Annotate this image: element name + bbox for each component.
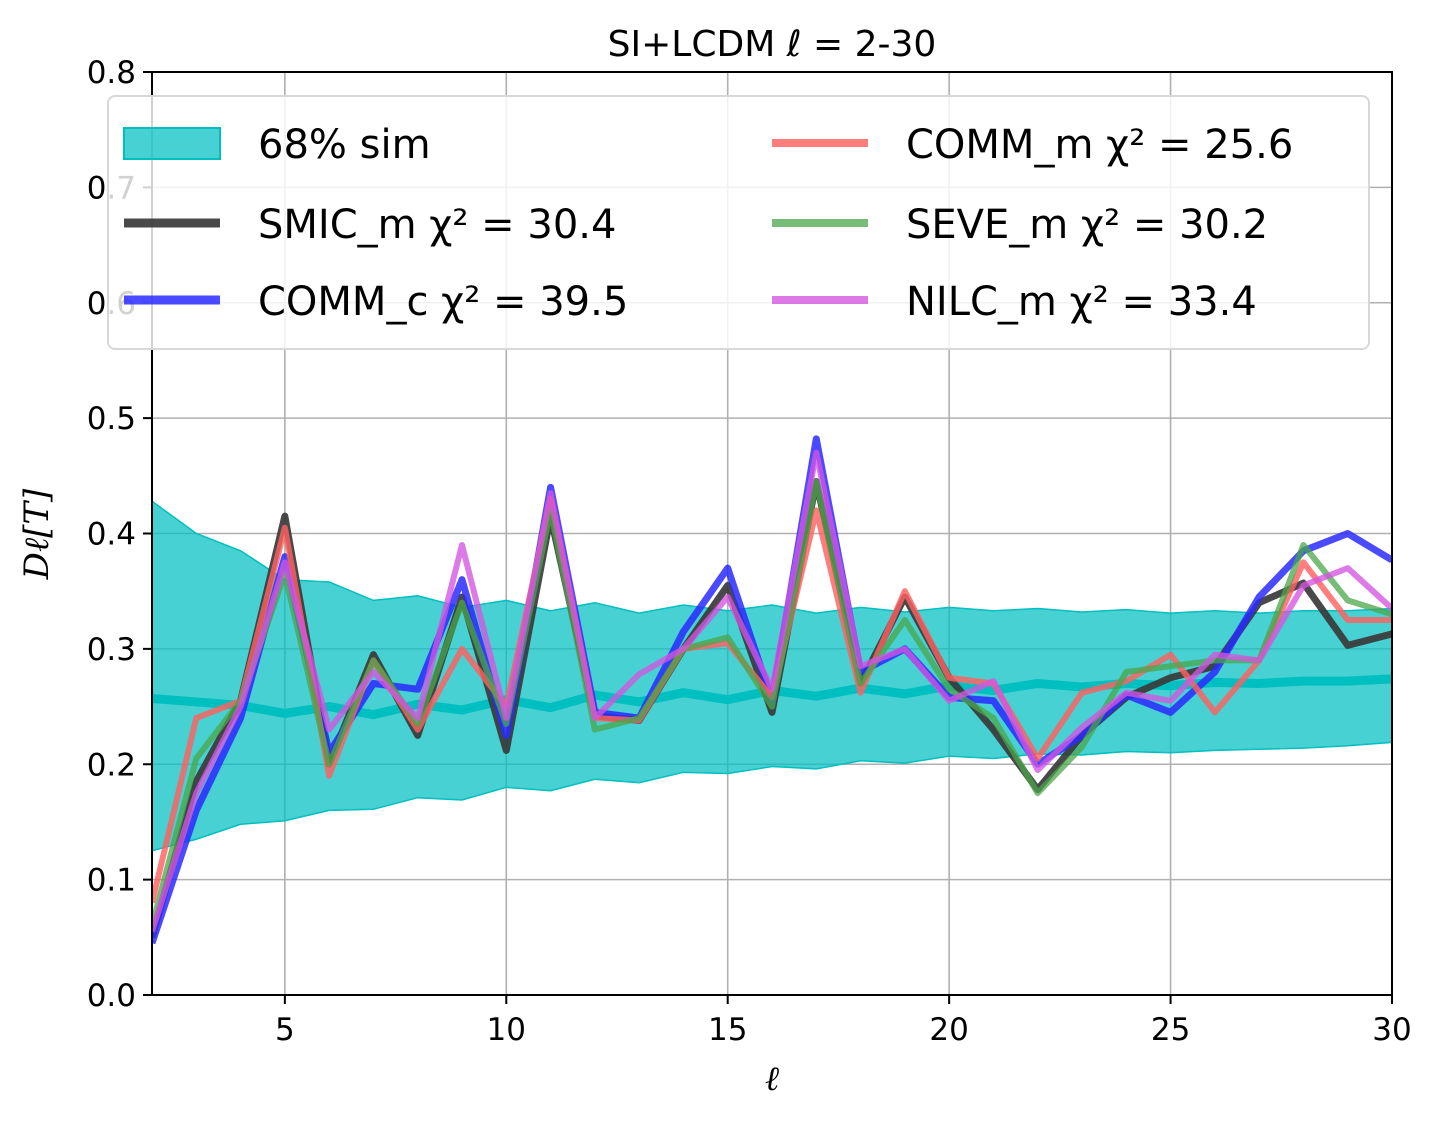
x-tick-label: 15 [708,1012,747,1048]
y-tick-label: 0.2 [87,747,136,783]
y-tick-label: 0.8 [87,55,136,91]
y-tick-label: 0.5 [87,401,136,437]
chart-title: SI+LCDM ℓ = 2-30 [608,24,937,65]
y-tick-label: 0.1 [87,863,136,899]
x-tick-label: 5 [275,1012,295,1048]
x-axis-label: ℓ [765,1059,779,1099]
legend-label-comm-c: COMM_c χ² = 39.5 [258,279,628,325]
x-tick-label: 20 [929,1012,968,1048]
y-tick-label: 0.3 [87,632,136,668]
legend-label-seve-m: SEVE_m χ² = 30.2 [906,202,1268,248]
x-tick-label: 25 [1151,1012,1190,1048]
legend-box [107,95,1370,350]
legend-label-68-sim: 68% sim [258,122,431,168]
legend-handle-68-sim [123,127,221,160]
legend-label-nilc-m: NILC_m χ² = 33.4 [906,279,1257,325]
y-tick-label: 0.4 [87,517,136,553]
series-layer [152,435,1392,945]
x-tick-label: 10 [487,1012,526,1048]
series-line-nilc-m [152,449,1392,933]
y-tick-label: 0.0 [87,978,136,1014]
y-axis-label: Dℓ[T] [17,488,57,580]
legend-label-comm-m: COMM_m χ² = 25.6 [906,122,1293,168]
x-tick-label: 30 [1372,1012,1411,1048]
legend-label-smic-m: SMIC_m χ² = 30.4 [258,202,616,248]
legend: 68% sim SMIC_m χ² = 30.4 COMM_c χ² = 39.5 C… [107,95,1370,350]
